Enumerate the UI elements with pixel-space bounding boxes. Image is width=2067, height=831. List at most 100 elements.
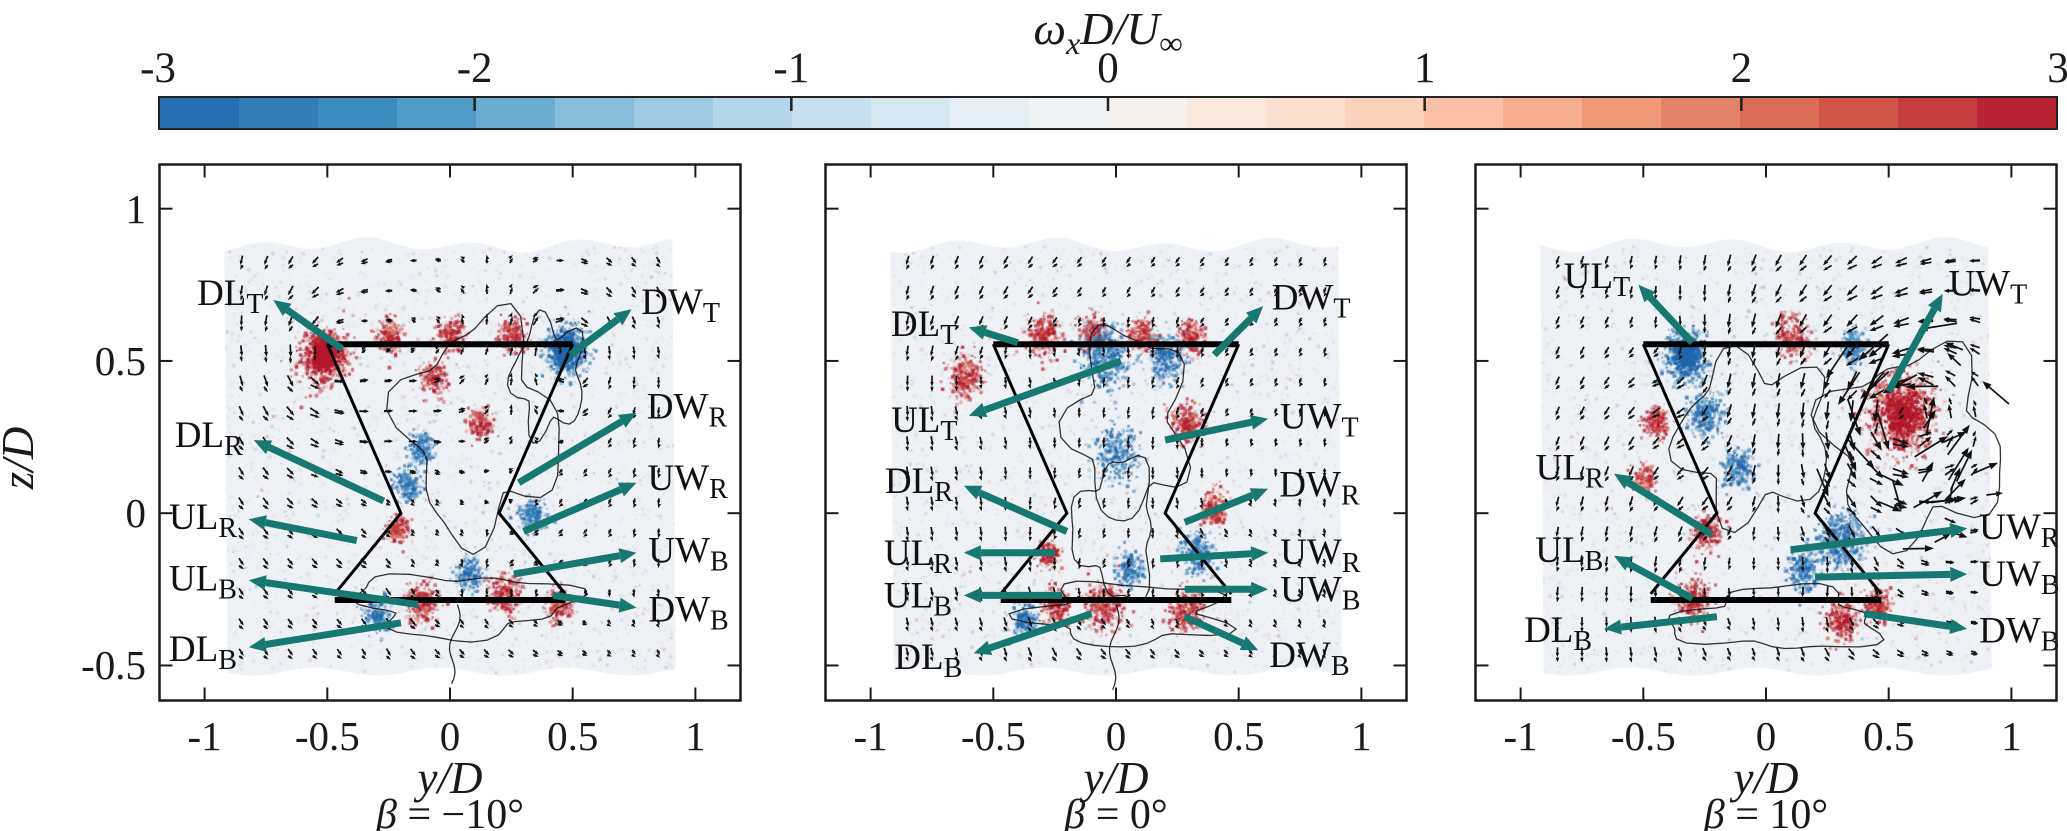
colorbar-title-token: / xyxy=(1113,3,1127,54)
svg-text:UWT: UWT xyxy=(1949,263,2028,310)
vortex-annotation-UWR: UWR xyxy=(522,458,729,535)
vortex-annotation-UWB: UWB xyxy=(513,531,729,578)
colorbar-title-token: U xyxy=(1126,3,1160,54)
body-outline-left-side xyxy=(325,343,403,595)
vortex-annotation-ULB: ULB xyxy=(169,559,419,609)
panel-beta-0: DLT ULT DLR ULR ULB DLB DWT UWT DWR UWR UWB DWB xyxy=(824,163,1408,702)
svg-text:UWB: UWB xyxy=(1979,554,2058,601)
vortex-annotation-DLB: DLB xyxy=(1524,610,1718,657)
colorbar-tick-label: -2 xyxy=(456,45,493,92)
svg-text:DWR: DWR xyxy=(647,387,728,434)
vortex-annotation-DLB: DLB xyxy=(894,610,1093,684)
x-tick-label: 0 xyxy=(1105,713,1127,759)
svg-text:UWB: UWB xyxy=(648,531,728,578)
svg-text:DLR: DLR xyxy=(175,415,243,462)
x-axis-label-2: y/D xyxy=(1083,753,1149,803)
svg-text:DWB: DWB xyxy=(1269,635,1349,682)
x-tick-label: -1 xyxy=(1503,713,1538,759)
x-tick-label: 0 xyxy=(439,713,461,759)
x-axis-label-3: y/D xyxy=(1733,753,1799,803)
colorbar-title-subscript: x xyxy=(1065,25,1081,62)
svg-text:DLT: DLT xyxy=(197,273,263,320)
vortex-annotation-DWT: DWT xyxy=(568,282,720,358)
panel-1-speckle-canvas xyxy=(158,163,742,702)
svg-text:DWT: DWT xyxy=(1272,278,1351,325)
panel-1-plot-svg: DLT DLR ULR ULB DLB DWT DWR UWR UWB DWB xyxy=(158,163,742,702)
vortex-annotation-UWB: UWB xyxy=(1184,569,1360,616)
colorbar-tick-label: 2 xyxy=(1730,45,1753,92)
svg-text:UWR: UWR xyxy=(648,458,729,505)
panel-beta-neg10: DLT DLR ULR ULB DLB DWT DWR UWR UWB DWB xyxy=(158,163,742,702)
vortex-annotation-UWT: UWT xyxy=(1164,396,1359,444)
panel-2-subtitle: β = 0° xyxy=(1064,792,1168,831)
x-tick-label: -0.5 xyxy=(1610,713,1676,759)
vortex-annotation-DLB: DLB xyxy=(169,619,402,676)
x-axis-label-1: y/D xyxy=(417,753,483,803)
svg-text:ULR: ULR xyxy=(1536,447,1604,494)
svg-text:DLB: DLB xyxy=(894,637,962,684)
vortex-annotation-UWT: UWT xyxy=(1885,263,2028,394)
x-tick-label: 0.5 xyxy=(1863,713,1915,759)
y-tick-label: 1 xyxy=(125,185,147,232)
colorbar-tick-label: -1 xyxy=(773,45,810,92)
panel-1-subtitle: β = −10° xyxy=(375,792,525,831)
vortex-annotation-DLT: DLT xyxy=(197,273,345,352)
svg-text:DLR: DLR xyxy=(885,461,953,508)
x-tick-label: -0.5 xyxy=(960,713,1026,759)
svg-text:ULB: ULB xyxy=(169,559,237,606)
body-outline-right-side xyxy=(1163,343,1241,595)
svg-text:DWR: DWR xyxy=(1279,464,1360,511)
svg-text:ULT: ULT xyxy=(891,400,957,447)
y-tick-label: 0 xyxy=(125,490,147,537)
svg-text:DLB: DLB xyxy=(1524,610,1592,657)
x-tick-label: 0.5 xyxy=(547,713,599,759)
x-tick-label: 0 xyxy=(1755,713,1777,759)
svg-text:DLB: DLB xyxy=(169,629,237,676)
vortex-annotation-ULB: ULB xyxy=(1535,530,1695,602)
x-tick-label: -1 xyxy=(187,713,222,759)
colorbar-title-subscript: ∞ xyxy=(1159,25,1183,62)
svg-text:ULB: ULB xyxy=(884,575,952,622)
x-tick-label: 0.5 xyxy=(1213,713,1265,759)
svg-text:UWR: UWR xyxy=(1280,532,1361,579)
panel-beta-pos10: ULT ULR ULB DLB UWT UWR UWB DWB xyxy=(1474,163,2058,702)
colorbar-title: ωxD/U∞ xyxy=(158,2,2058,62)
vortex-annotation-ULR: ULR xyxy=(169,497,358,545)
svg-text:ULT: ULT xyxy=(1564,256,1630,303)
y-tick-label: -0.5 xyxy=(81,642,146,689)
vortex-annotation-DWB: DWB xyxy=(552,589,729,636)
colorbar-title-token: ω xyxy=(1033,3,1066,54)
colorbar-tick-label: 3 xyxy=(2047,45,2067,92)
vortex-annotation-DLR: DLR xyxy=(885,461,1069,535)
x-tick-label: -0.5 xyxy=(294,713,360,759)
panel-2-speckle-canvas xyxy=(824,163,1408,702)
vortex-annotation-DLR: DLR xyxy=(175,415,386,505)
vortex-annotation-ULR: ULR xyxy=(1536,447,1714,538)
colorbar-tick-label: 0 xyxy=(1097,45,1119,92)
svg-text:DWB: DWB xyxy=(648,589,728,636)
svg-text:DLT: DLT xyxy=(891,304,957,351)
x-tick-label: 1 xyxy=(2001,713,2022,759)
vortex-annotation-DWR: DWR xyxy=(1183,464,1360,526)
svg-text:DWB: DWB xyxy=(1979,611,2058,658)
svg-text:UWT: UWT xyxy=(1280,396,1359,443)
vortex-annotation-DWB: DWB xyxy=(1863,610,2058,658)
svg-text:DWT: DWT xyxy=(641,282,720,329)
vortex-annotation-DLT: DLT xyxy=(891,304,1019,351)
colorbar xyxy=(158,96,2058,130)
x-tick-label: 1 xyxy=(1351,713,1372,759)
x-tick-label: 1 xyxy=(685,713,706,759)
y-tick-label: 0.5 xyxy=(94,337,146,384)
vortex-annotation-UWR: UWR xyxy=(1160,532,1361,579)
x-tick-label: -1 xyxy=(853,713,888,759)
svg-text:ULR: ULR xyxy=(884,533,952,580)
colorbar-tick-label: -3 xyxy=(140,45,176,92)
colorbar-tick-label: 1 xyxy=(1413,45,1436,92)
vortex-annotation-ULR: ULR xyxy=(884,533,1055,580)
panel-3-subtitle: β = 10° xyxy=(1703,792,1829,831)
vortex-annotation-ULT: ULT xyxy=(1564,256,1695,346)
body-outline-right-side xyxy=(1813,343,1891,595)
